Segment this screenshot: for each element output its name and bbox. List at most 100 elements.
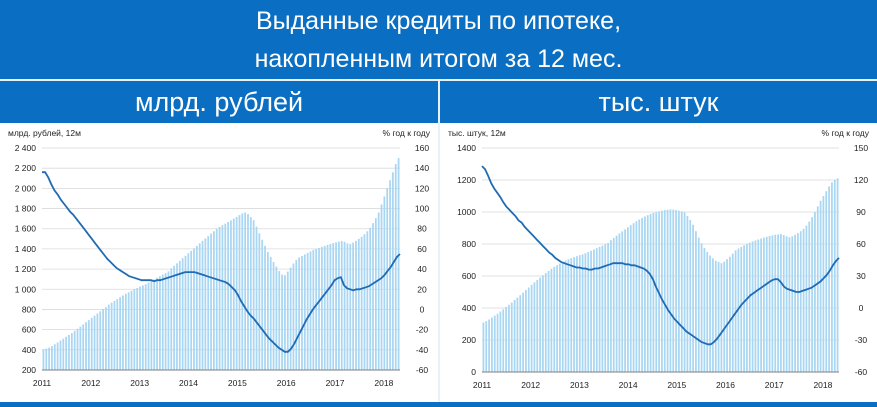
bar [649, 213, 652, 372]
bar [533, 282, 536, 372]
bar [635, 221, 638, 372]
bar [68, 334, 70, 370]
bar [544, 273, 547, 372]
bar [70, 333, 73, 370]
x-tick-label: 2015 [228, 378, 247, 388]
y-left-tick-label: 2 200 [15, 163, 37, 173]
header-divider [0, 79, 877, 81]
bar [90, 317, 93, 370]
y-right-tick-label: -30 [855, 335, 868, 345]
bar [269, 256, 272, 370]
y-right-tick-label: 90 [856, 207, 866, 217]
bar [612, 237, 615, 372]
bar [811, 217, 813, 372]
x-tick-label: 2014 [619, 380, 638, 390]
bar [204, 238, 207, 370]
y-left-axis-label: млрд. рублей, 12м [8, 128, 81, 138]
y-right-tick-label: 60 [417, 244, 427, 254]
bar [570, 258, 573, 372]
bar [536, 280, 539, 372]
bar [828, 186, 830, 372]
bar [720, 263, 723, 372]
bar [692, 224, 694, 372]
bar [522, 292, 524, 372]
bar [797, 233, 799, 372]
bar [241, 213, 244, 370]
y-right-tick-label: -20 [416, 325, 429, 335]
x-tick-label: 2011 [473, 380, 492, 390]
bar [652, 212, 655, 372]
bar [355, 240, 357, 370]
bar [150, 280, 153, 370]
bar [267, 251, 269, 370]
bar [768, 236, 771, 372]
bar [53, 344, 56, 370]
bar [542, 275, 544, 372]
bar [224, 223, 227, 370]
bar [765, 236, 768, 372]
bar [201, 240, 204, 370]
bar [621, 231, 624, 372]
bar [105, 307, 107, 370]
bar [107, 304, 110, 370]
bar [576, 256, 578, 372]
bar [604, 244, 607, 372]
bar [147, 282, 150, 370]
bar [610, 240, 612, 372]
y-right-tick-label: 150 [854, 143, 868, 153]
x-tick-label: 2018 [374, 378, 393, 388]
bar [491, 317, 493, 372]
y-left-tick-label: 2 400 [15, 143, 37, 153]
bar [763, 237, 765, 372]
bar [581, 254, 584, 372]
bar [748, 242, 751, 372]
bar [595, 248, 598, 372]
bar [127, 292, 130, 370]
bar [82, 324, 85, 370]
bar [343, 241, 346, 370]
bar [332, 243, 335, 370]
bar [51, 346, 53, 370]
bar [678, 210, 680, 372]
title-line-2: накопленным итогом за 12 мес. [254, 45, 623, 73]
bar [683, 212, 686, 372]
bar [383, 196, 386, 370]
bar [618, 233, 621, 372]
y-left-tick-label: 1000 [457, 207, 476, 217]
bar [561, 261, 564, 372]
bar [144, 284, 147, 370]
y-left-tick-label: 1 000 [15, 284, 37, 294]
bar [505, 307, 507, 372]
bar [527, 287, 530, 372]
bar [340, 241, 343, 370]
bar [638, 219, 641, 372]
bar [286, 271, 289, 370]
bar [181, 258, 184, 370]
x-tick-label: 2017 [765, 380, 784, 390]
bar [805, 225, 808, 372]
bar [298, 257, 301, 370]
bar [564, 260, 567, 372]
bar [499, 311, 502, 372]
bar [794, 234, 796, 372]
bar [550, 268, 553, 372]
bar [315, 248, 318, 370]
x-tick-label: 2013 [570, 380, 589, 390]
bar [133, 289, 136, 370]
panel-separator [438, 81, 440, 402]
bar [122, 295, 124, 370]
bar [119, 297, 122, 370]
y-right-tick-label: 120 [415, 183, 429, 193]
bar [73, 330, 76, 370]
bar [760, 238, 762, 372]
bar [272, 262, 275, 370]
x-tick-label: 2013 [130, 378, 149, 388]
bar [655, 212, 658, 372]
bar [59, 340, 62, 370]
y-left-tick-label: 800 [22, 304, 36, 314]
bar [249, 217, 252, 370]
bar [96, 313, 99, 370]
bar [601, 245, 604, 372]
bar [757, 239, 760, 372]
bar [556, 265, 558, 372]
